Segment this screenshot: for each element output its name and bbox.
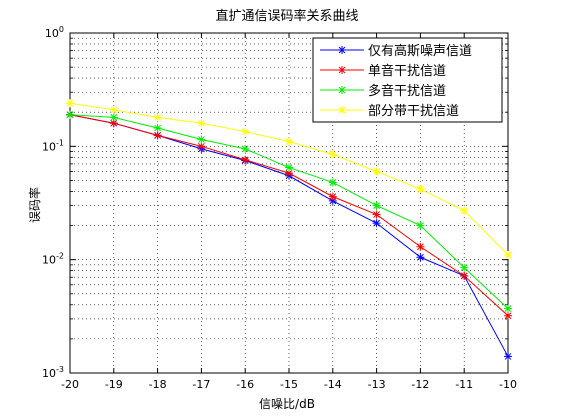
- data-point: [372, 201, 381, 210]
- data-point: [153, 131, 162, 140]
- x-tick-label: -17: [192, 378, 210, 391]
- y-tick-label: 100: [45, 25, 64, 40]
- data-point: [241, 155, 250, 164]
- data-point: [241, 127, 250, 136]
- y-tick-label: 10-2: [42, 252, 64, 267]
- chart-title: 直扩通信误码率关系曲线: [215, 8, 358, 24]
- x-tick-label: -16: [236, 378, 254, 391]
- data-point: [504, 304, 512, 313]
- data-point: [197, 135, 206, 144]
- data-point: [153, 113, 162, 122]
- data-point: [504, 250, 512, 259]
- data-point: [416, 242, 425, 251]
- data-point: [66, 99, 74, 108]
- data-point: [109, 105, 118, 114]
- x-tick-label: -19: [105, 378, 123, 391]
- series-3: [66, 110, 512, 313]
- data-point: [285, 163, 293, 172]
- x-tick-label: -12: [411, 378, 429, 391]
- series-line: [69, 114, 509, 357]
- legend-item: 仅有高斯噪声信道: [320, 43, 472, 59]
- data-point: [460, 271, 469, 280]
- legend-marker: [338, 66, 346, 74]
- legend-marker: [338, 106, 346, 114]
- data-point: [372, 167, 381, 176]
- y-axis-label: 误码率: [27, 187, 42, 223]
- data-point: [372, 210, 381, 219]
- series-1: [66, 110, 512, 361]
- x-axis-label: 信噪比/dB: [259, 397, 315, 411]
- legend-label: 多音干扰信道: [368, 83, 446, 99]
- x-tick-label: -14: [324, 378, 342, 391]
- data-point: [328, 150, 337, 159]
- data-point: [241, 144, 250, 153]
- x-tick-label: -20: [61, 378, 79, 391]
- data-point: [109, 113, 118, 122]
- data-point: [460, 206, 469, 215]
- data-point: [460, 263, 469, 272]
- data-point: [328, 178, 337, 187]
- data-point: [153, 124, 162, 133]
- x-tick-label: -18: [149, 378, 167, 391]
- legend-label: 仅有高斯噪声信道: [368, 43, 472, 59]
- x-tick-label: -15: [280, 378, 298, 391]
- data-point: [504, 352, 512, 361]
- y-tick-label: 10-1: [42, 138, 64, 153]
- series-layer: [66, 99, 512, 361]
- data-point: [197, 142, 206, 151]
- y-tick-label: 10-3: [42, 365, 64, 380]
- data-point: [416, 185, 425, 194]
- series-2: [66, 110, 512, 320]
- data-point: [372, 219, 381, 228]
- legend-item: 部分带干扰信道: [320, 104, 459, 119]
- legend-item: 多音干扰信道: [320, 83, 446, 99]
- legend-label: 部分带干扰信道: [368, 104, 459, 119]
- data-point: [285, 137, 293, 146]
- data-point: [197, 119, 206, 128]
- data-point: [66, 110, 74, 119]
- x-tick-label: -13: [368, 378, 386, 391]
- legend-marker: [338, 46, 346, 54]
- legend-marker: [338, 86, 346, 94]
- data-point: [416, 253, 425, 262]
- data-point: [504, 311, 512, 320]
- axes: -20 -19 -18 -17 -16 -15 -14 -13 -12 -11 -10 100 10-1…: [42, 25, 517, 391]
- x-tick-label: -10: [499, 378, 517, 391]
- data-point: [328, 192, 337, 201]
- legend-label: 单音干扰信道: [368, 63, 446, 79]
- data-point: [416, 221, 425, 230]
- x-tick-label: -11: [455, 378, 473, 391]
- series-4: [66, 99, 512, 259]
- legend-item: 单音干扰信道: [320, 63, 446, 79]
